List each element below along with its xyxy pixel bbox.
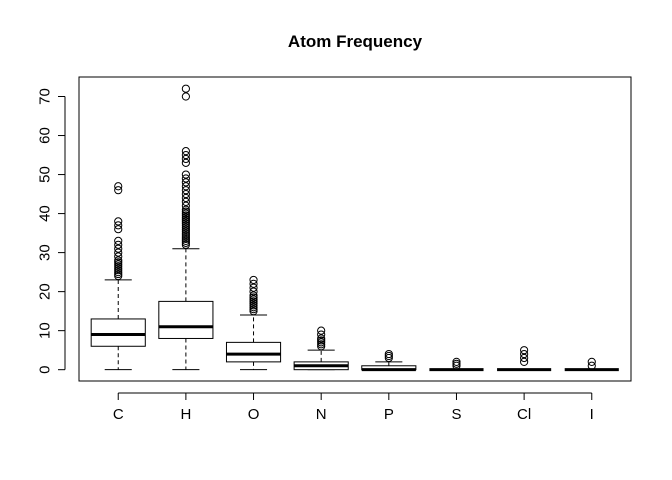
h-outlier-point <box>181 201 190 210</box>
c-outlier-point <box>114 252 123 261</box>
y-tick-label: 40 <box>37 205 54 222</box>
x-tick-label: O <box>248 406 260 423</box>
cl-outlier-point <box>520 349 529 359</box>
c-outlier-point <box>114 221 123 230</box>
c-outlier-point <box>114 225 123 234</box>
x-tick-label: S <box>451 406 461 423</box>
h-outlier-point <box>181 170 190 179</box>
h-outlier-point <box>181 174 190 183</box>
h-outlier-point <box>181 178 190 187</box>
h-outlier-point <box>181 193 190 203</box>
i-outlier-point <box>587 357 596 366</box>
cl-outlier-point <box>520 357 529 366</box>
h-outlier-point <box>181 147 190 156</box>
c-outlier-point <box>114 240 123 249</box>
plot-frame <box>78 76 632 382</box>
c-outlier-point <box>114 182 123 191</box>
h-outlier-point <box>181 92 190 101</box>
x-tick-label: P <box>384 406 394 423</box>
i-outlier-point <box>587 361 596 370</box>
c-outlier-point <box>114 217 123 226</box>
y-tick-label: 20 <box>37 283 54 300</box>
x-tick-label: H <box>180 406 191 423</box>
c-outlier-point <box>114 248 123 257</box>
s-outlier-point <box>452 357 461 366</box>
h-outlier-point <box>181 182 190 191</box>
x-tick-label: Cl <box>517 406 531 423</box>
o-outlier-point <box>249 283 258 292</box>
c-outlier-point <box>114 186 123 195</box>
h-box <box>158 300 214 339</box>
p-outlier-point <box>384 349 393 359</box>
o-outlier-point <box>249 287 258 296</box>
n-outlier-point <box>317 330 326 339</box>
plot-area: 0 10 20 30 40 50 60 70 C H O N P S Cl I <box>37 76 632 423</box>
y-tick-label: 70 <box>37 88 54 105</box>
h-outlier-point <box>181 197 190 206</box>
h-outlier-point <box>181 205 190 214</box>
h-outlier-point <box>181 158 190 167</box>
h-outlier-point <box>181 84 190 93</box>
y-tick-label: 60 <box>37 127 54 144</box>
h-outlier-point <box>181 189 190 199</box>
x-tick-label: I <box>590 406 594 423</box>
h-outlier-point <box>181 186 190 195</box>
y-tick-label: 10 <box>37 322 54 339</box>
h-outlier-point <box>181 154 190 164</box>
c-box <box>90 318 146 347</box>
chart-title: Atom Frequency <box>288 32 423 51</box>
n-outlier-point <box>317 326 326 335</box>
y-tick-label: 50 <box>37 166 54 183</box>
x-tick-label: N <box>316 406 327 423</box>
y-tick-label: 30 <box>37 244 54 261</box>
n-outlier-point <box>317 334 326 343</box>
o-outlier-point <box>249 291 258 300</box>
c-outlier-point <box>114 244 123 253</box>
x-tick-label: C <box>113 406 124 423</box>
c-outlier-point <box>114 256 123 265</box>
o-outlier-point <box>249 279 258 288</box>
cl-outlier-point <box>520 353 529 363</box>
y-tick-label: 0 <box>37 366 54 374</box>
h-outlier-point <box>181 150 190 160</box>
c-outlier-point <box>114 236 123 246</box>
o-box <box>225 341 282 363</box>
cl-outlier-point <box>520 346 529 355</box>
o-outlier-point <box>249 275 258 285</box>
